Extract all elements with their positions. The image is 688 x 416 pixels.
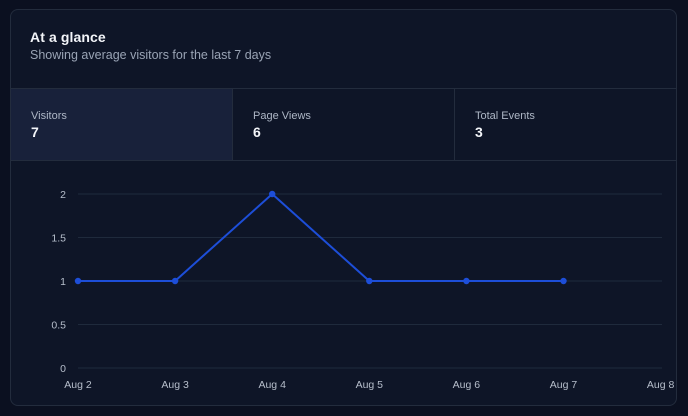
card-title: At a glance [30, 29, 106, 45]
x-axis-ticks: Aug 2 Aug 3 Aug 4 Aug 5 Aug 6 Aug 7 Aug 8 [64, 379, 674, 391]
visitors-line-chart: 0 0.5 1 1.5 2 Aug 2 Aug 3 Aug 4 Aug 5 Aug 6 Aug 7… [51, 189, 674, 391]
card-subtitle: Showing average visitors for the last 7 … [30, 48, 272, 62]
stat-visitors-value: 7 [31, 124, 39, 140]
x-tick-label: Aug 2 [64, 379, 92, 391]
stat-total-events-label: Total Events [475, 110, 535, 122]
stat-page-views-label: Page Views [253, 110, 311, 122]
x-tick-label: Aug 8 [647, 379, 675, 391]
stat-visitors-label: Visitors [31, 110, 67, 122]
data-point[interactable] [366, 277, 373, 285]
x-tick-label: Aug 3 [161, 379, 189, 391]
y-tick-label: 1 [60, 276, 66, 288]
x-tick-label: Aug 5 [356, 379, 384, 391]
at-a-glance-card: At a glance Showing average visitors for… [10, 9, 677, 406]
x-tick-label: Aug 4 [258, 379, 286, 391]
visitors-series-line [78, 193, 564, 282]
series-points [74, 190, 567, 285]
data-point[interactable] [269, 190, 276, 198]
stat-page-views[interactable]: Page Views 6 [233, 89, 455, 160]
y-tick-label: 0 [60, 363, 66, 375]
stat-total-events[interactable]: Total Events 3 [455, 89, 676, 160]
stats-row: Visitors 7 Page Views 6 Total Events 3 [11, 88, 676, 161]
stat-total-events-value: 3 [475, 124, 483, 140]
y-tick-label: 1.5 [51, 233, 66, 245]
y-tick-label: 2 [60, 189, 66, 201]
x-tick-label: Aug 6 [453, 379, 481, 391]
y-tick-label: 0.5 [51, 320, 66, 332]
y-axis-ticks: 0 0.5 1 1.5 2 [51, 189, 66, 375]
stat-page-views-value: 6 [253, 124, 261, 140]
data-point[interactable] [560, 277, 567, 285]
card-header: At a glance Showing average visitors for… [11, 10, 676, 89]
x-tick-label: Aug 7 [550, 379, 578, 391]
series-line [78, 193, 564, 282]
data-point[interactable] [171, 277, 179, 285]
stat-visitors[interactable]: Visitors 7 [11, 89, 233, 160]
data-point[interactable] [463, 277, 470, 285]
data-point[interactable] [74, 277, 82, 285]
